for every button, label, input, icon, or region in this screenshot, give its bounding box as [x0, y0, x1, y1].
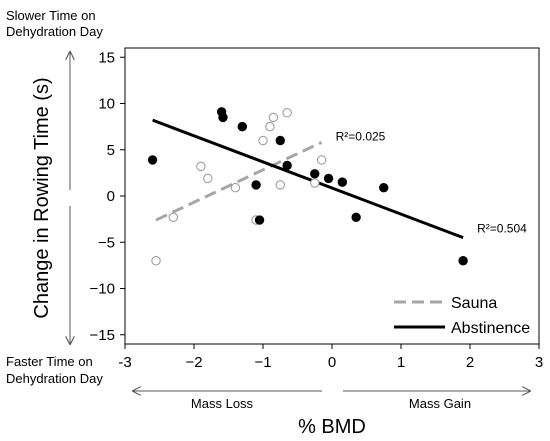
r2-labels: R²=0.025 R²=0.504 — [336, 129, 527, 235]
sauna-point — [196, 161, 206, 172]
abstinence-point — [218, 112, 228, 123]
abstinence-fit-line — [152, 118, 464, 240]
sauna-point — [203, 173, 213, 184]
y-bottom-note-line2: Dehydration Day — [6, 371, 103, 386]
y-axis-ticks: −15 −10 −5 0 5 10 15 — [90, 49, 125, 344]
legend-abstinence-label: Abstinence — [451, 320, 530, 337]
y-tick-label: 5 — [107, 142, 115, 159]
x-tick-label: 1 — [397, 354, 405, 371]
sauna-point — [258, 135, 268, 146]
fit-lines — [152, 118, 464, 240]
abstinence-point — [254, 215, 265, 225]
y-tick-label: −15 — [90, 327, 115, 344]
sauna-point — [265, 121, 275, 132]
abstinence-point — [147, 155, 158, 165]
y-tick-label: −5 — [98, 234, 115, 251]
abstinence-point — [275, 135, 285, 146]
sauna-point — [230, 182, 241, 193]
mass-gain-label: Mass Gain — [409, 396, 471, 411]
y-tick-label: 15 — [98, 49, 115, 66]
x-tick-label: −2 — [185, 354, 202, 371]
abstinence-point — [458, 256, 468, 266]
x-tick-label: 2 — [466, 354, 474, 371]
y-top-note-line2: Dehydration Day — [6, 24, 103, 39]
sauna-fit-line — [155, 140, 323, 222]
abstinence-point — [251, 180, 261, 190]
sauna-r2-label: R²=0.025 — [336, 129, 386, 143]
x-tick-label: −1 — [254, 354, 271, 371]
x-axis-ticks: -3 −2 −1 0 1 2 3 — [118, 344, 543, 371]
x-tick-label: 3 — [535, 354, 543, 371]
x-axis-label: % BMD — [298, 416, 366, 438]
abstinence-point — [310, 169, 320, 179]
y-top-note-line1: Slower Time on — [6, 8, 96, 23]
x-tick-label: -3 — [118, 354, 131, 371]
y-axis-label: Change in Rowing Time (s) — [31, 77, 53, 318]
y-tick-label: 0 — [107, 188, 115, 205]
y-bottom-note-line1: Faster Time on — [6, 354, 93, 369]
data-points — [147, 107, 468, 266]
sauna-point — [151, 255, 161, 266]
y-tick-label: −10 — [90, 281, 115, 298]
sauna-point — [282, 108, 292, 118]
abstinence-point — [323, 173, 334, 184]
abstinence-point — [379, 182, 389, 193]
sauna-point — [275, 180, 285, 190]
abstinence-r2-label: R²=0.504 — [477, 222, 527, 236]
sauna-point — [268, 112, 279, 123]
legend-sauna-label: Sauna — [451, 295, 497, 312]
abstinence-point — [337, 177, 348, 187]
legend: Sauna Abstinence — [394, 295, 530, 337]
sauna-point — [316, 155, 327, 165]
y-tick-label: 10 — [98, 96, 115, 113]
sauna-point — [168, 212, 179, 223]
mass-loss-label: Mass Loss — [191, 396, 254, 411]
sauna-point — [309, 178, 320, 188]
abstinence-point — [282, 160, 292, 171]
abstinence-point — [237, 121, 248, 132]
x-tick-label: 0 — [328, 354, 336, 371]
abstinence-point — [351, 212, 361, 222]
